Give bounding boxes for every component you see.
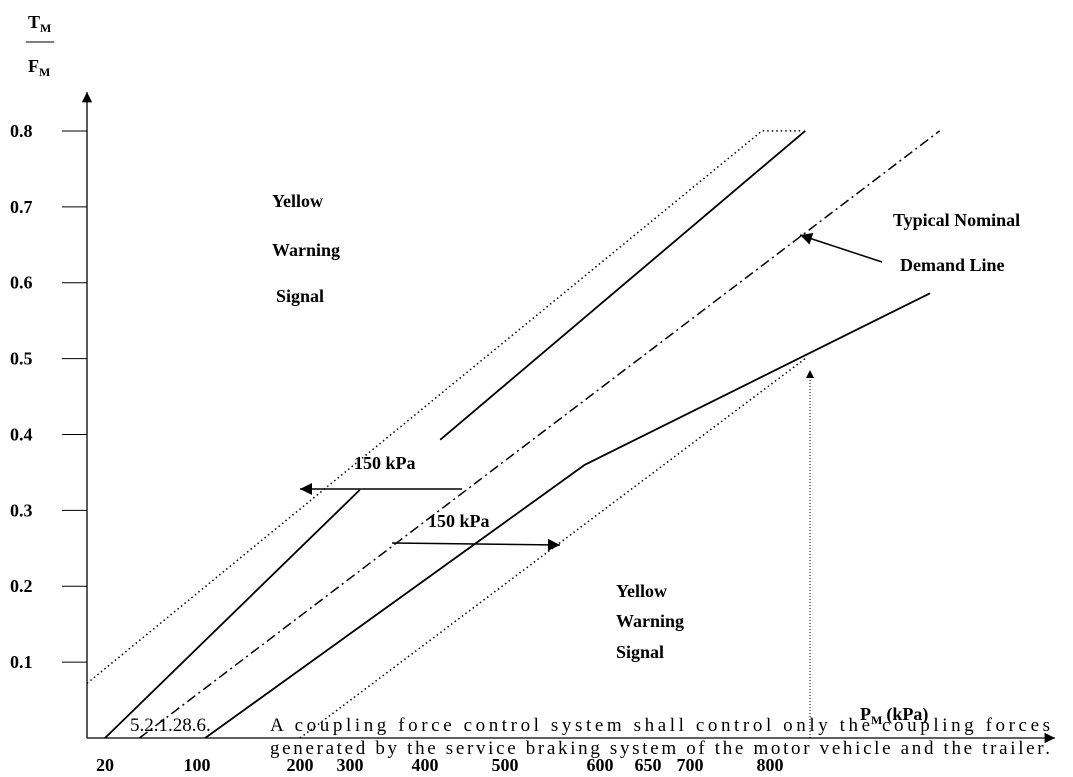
annotation: Warning [616, 611, 684, 631]
y-tick-label: 0.7 [10, 197, 33, 217]
x-label-unit: (kPa) [886, 704, 928, 725]
y-tick-label: 0.4 [10, 424, 33, 444]
x-tick-label: 600 [587, 755, 614, 775]
y-tick-label: 0.5 [10, 349, 33, 369]
paragraph-number: 5.2.1.28.6. [130, 715, 211, 736]
x-tick-label: 500 [492, 755, 519, 775]
annotation: Signal [616, 642, 664, 662]
x-tick-label: 200 [287, 755, 314, 775]
annotation: Demand Line [900, 255, 1005, 275]
series-line [204, 292, 931, 739]
y-label-top-main: T [28, 12, 40, 32]
y-tick-label: 0.1 [10, 652, 33, 672]
annotation: Typical Nominal [893, 210, 1020, 230]
y-tick-label: 0.2 [10, 576, 33, 596]
series-line [86, 130, 801, 684]
paragraph-line: A coupling force control system shall co… [270, 715, 1050, 736]
annotation: Yellow [272, 191, 323, 211]
x-tick-label: 650 [635, 755, 662, 775]
y-label-bottom-main: F [28, 56, 39, 76]
series-line [139, 130, 941, 739]
x-label-main: P [860, 704, 871, 724]
x-label-sub: M [871, 713, 882, 727]
annotation: Signal [276, 286, 324, 306]
y-tick-label: 0.8 [10, 121, 33, 141]
annotation: 150 kPa [354, 453, 416, 473]
x-tick-label: 700 [677, 755, 704, 775]
series-line [299, 358, 806, 739]
y-label-bottom: FM [28, 56, 50, 79]
y-tick-label: 0.6 [10, 273, 33, 293]
arrow [799, 233, 883, 263]
x-tick-label: 100 [184, 755, 211, 775]
x-tick-label: 400 [412, 755, 439, 775]
y-label-bottom-sub: M [39, 65, 50, 79]
x-tick-label: 800 [757, 755, 784, 775]
y-tick-label: 0.3 [10, 500, 33, 520]
x-tick-label: 20 [96, 755, 114, 775]
series-line [104, 130, 806, 739]
annotation: Yellow [616, 581, 667, 601]
annotation: 150 kPa [428, 511, 490, 531]
x-label: PM (kPa) [860, 704, 928, 727]
annotation: Warning [272, 240, 340, 260]
y-label-top: TM [28, 12, 51, 35]
x-tick-label: 300 [337, 755, 364, 775]
y-label-top-sub: M [40, 21, 51, 35]
